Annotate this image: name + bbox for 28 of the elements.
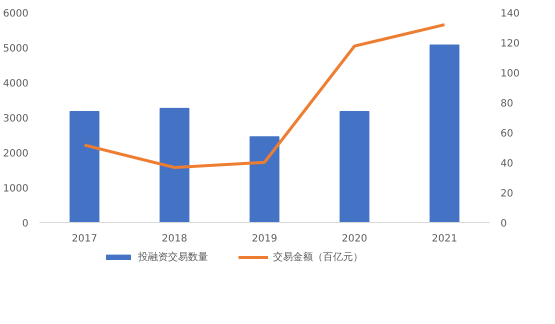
y2-tick-label: 40 xyxy=(500,158,514,170)
y-tick-label: 0 xyxy=(22,218,29,230)
y2-tick-label: 60 xyxy=(500,128,514,140)
y2-tick-label: 140 xyxy=(500,8,520,20)
x-tick-label: 2019 xyxy=(252,234,278,244)
bar xyxy=(430,44,460,222)
y2-tick-label: 20 xyxy=(500,188,514,200)
bar xyxy=(340,111,370,222)
y2-tick-label: 0 xyxy=(500,218,507,230)
legend-label: 交易金额（百亿元） xyxy=(272,250,363,264)
y-tick-label: 2000 xyxy=(3,148,29,160)
legend-label: 投融资交易数量 xyxy=(138,250,208,264)
x-tick-label: 2021 xyxy=(432,234,458,244)
y2-tick-label: 80 xyxy=(500,98,514,110)
y2-tick-label: 100 xyxy=(500,68,520,80)
y-tick-label: 6000 xyxy=(3,8,29,20)
y-tick-label: 3000 xyxy=(3,114,29,124)
x-tick-label: 2017 xyxy=(72,234,98,244)
y-tick-label: 4000 xyxy=(3,78,29,90)
bar xyxy=(70,111,100,222)
x-tick-label: 2018 xyxy=(162,234,188,244)
x-tick-label: 2020 xyxy=(342,234,368,244)
line-series xyxy=(83,23,446,169)
y2-tick-label: 120 xyxy=(500,38,520,50)
bar xyxy=(250,136,280,222)
y-tick-label: 1000 xyxy=(3,184,29,194)
bar xyxy=(160,108,190,222)
y-tick-label: 5000 xyxy=(3,44,29,54)
